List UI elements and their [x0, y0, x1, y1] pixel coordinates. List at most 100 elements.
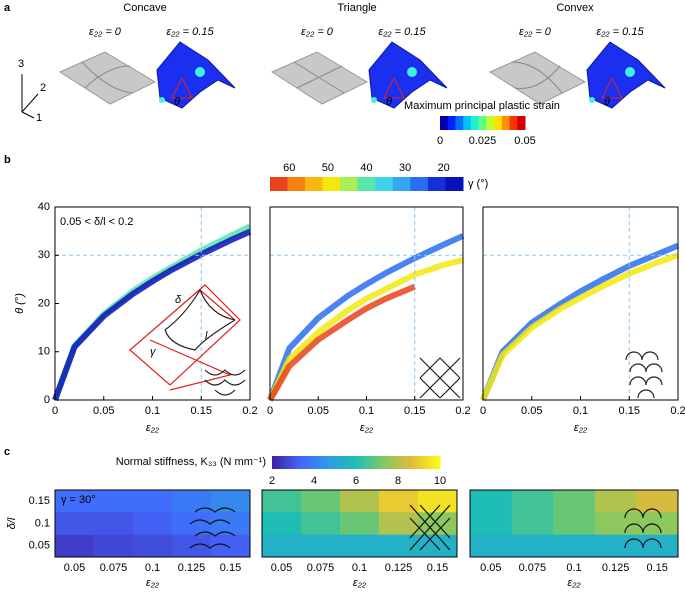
y-axis-label: δ/l [6, 517, 18, 529]
colorbar-segment [353, 456, 357, 469]
heatmap-cell [594, 534, 637, 558]
heatmap-cell [553, 534, 596, 558]
colorbar-tick-label: 0.05 [514, 135, 535, 147]
strain-label: ε₂₂ = 0.15 [166, 26, 214, 38]
group-title: Convex [556, 2, 594, 14]
undeformed-sheet [488, 51, 587, 105]
x-tick-label: 0.15 [404, 405, 425, 417]
colorbar-segment [420, 456, 424, 469]
colorbar-segment [403, 456, 407, 469]
heatmap-cell [94, 490, 134, 513]
inset-cell [129, 284, 241, 391]
colorbar-segment [277, 456, 281, 469]
band-line [480, 252, 679, 402]
heatmap-cell [636, 490, 679, 513]
heatmap-cell [511, 490, 554, 513]
colorbar-segment [358, 456, 363, 469]
plot-frame [261, 489, 458, 558]
colorbar-segment [409, 456, 413, 469]
strain-spot [407, 67, 417, 77]
colorbar-segment [417, 456, 421, 469]
x-tick-label: 0.075 [307, 562, 335, 574]
colorbar-segment [287, 177, 306, 191]
x-axis-label: ε₂₂ [574, 422, 588, 434]
colorbar-segment [392, 456, 396, 469]
heatmap-cell [470, 490, 513, 513]
colorbar-segment [406, 456, 410, 469]
x-tick-label: 0 [52, 405, 58, 417]
x-axis-label: ε₂₂ [146, 422, 160, 434]
heatmap-cell [470, 512, 513, 536]
heatmap-cell [211, 490, 251, 513]
strain-label: ε₂₂ = 0.15 [596, 26, 644, 38]
angle-mark [171, 76, 193, 99]
x-tick-label: 0.05 [93, 405, 114, 417]
x-tick-label: 0.075 [519, 562, 547, 574]
colorbar-label: γ (°) [468, 178, 488, 190]
angle-label: θ [174, 96, 180, 108]
colorbar-segment [297, 456, 301, 469]
colorbar-segment [340, 177, 359, 191]
heatmap-cell [133, 490, 173, 513]
band-line [267, 257, 464, 402]
colorbar-segment [342, 456, 346, 469]
inset-label: l [205, 330, 208, 342]
colorbar-segment [414, 456, 419, 469]
heatmap-cell [55, 512, 95, 536]
colorbar-segment [272, 456, 276, 469]
colorbar-segment [440, 116, 449, 130]
x-axis-label: ε₂₂ [146, 577, 160, 589]
strain-label: ε₂₂ = 0 [89, 26, 122, 38]
y-tick-label: 10 [38, 346, 50, 358]
heatmap-cell [594, 490, 637, 513]
axis-triad-label: 3 [18, 58, 24, 70]
colorbar-segment [270, 177, 289, 191]
x-tick-label: 0 [267, 405, 273, 417]
heatmap-cell [262, 534, 302, 558]
x-tick-label: 0.1 [573, 405, 588, 417]
colorbar-segment [330, 456, 335, 469]
heatmap-cell [301, 512, 341, 536]
heatmap-cell [511, 534, 554, 558]
colorbar-segment [478, 116, 487, 130]
strain-label: ε₂₂ = 0 [301, 26, 334, 38]
heatmap-cell [636, 512, 679, 536]
inset-label: δ [175, 294, 182, 306]
heatmap-pattern [189, 507, 236, 549]
heatmap-cell [511, 512, 554, 536]
heatmap-cell [94, 534, 134, 558]
panel-label: b [4, 154, 11, 166]
colorbar-segment [356, 456, 360, 469]
heatmap-cell [470, 534, 513, 558]
colorbar-segment [427, 177, 446, 191]
colorbar-segment [431, 456, 435, 469]
colorbar-segment [386, 456, 391, 469]
x-axis-label: ε₂₂ [567, 577, 581, 589]
x-tick-label: 0.1 [352, 562, 367, 574]
x-tick-label: 0.15 [427, 562, 448, 574]
panel-label: a [4, 2, 11, 14]
angle-mark [383, 76, 405, 99]
angle-label: θ [604, 96, 610, 108]
sheet-cut [293, 61, 345, 94]
x-tick-label: 0.125 [178, 562, 206, 574]
heatmap-cell [262, 490, 302, 513]
heatmap-pattern [624, 508, 662, 549]
colorbar-segment [308, 456, 312, 469]
x-tick-label: 0.15 [191, 405, 212, 417]
colorbar-segment [314, 456, 318, 469]
inset-diagrams [129, 284, 663, 551]
colorbar-tick-label: 4 [311, 475, 317, 487]
colorbar-tick-label: 10 [434, 475, 446, 487]
colorbar-tick-label: 20 [438, 162, 450, 174]
colorbar-segment [336, 456, 340, 469]
x-tick-label: 0.15 [619, 405, 640, 417]
colorbar-segment [294, 456, 298, 469]
x-tick-label: 0.2 [242, 405, 257, 417]
y-tick-label: 0 [44, 394, 50, 406]
panel-label: c [4, 446, 10, 458]
colorbar-tick-label: 8 [395, 475, 401, 487]
colorbar-segment [344, 456, 349, 469]
colorbar-segment [392, 177, 411, 191]
